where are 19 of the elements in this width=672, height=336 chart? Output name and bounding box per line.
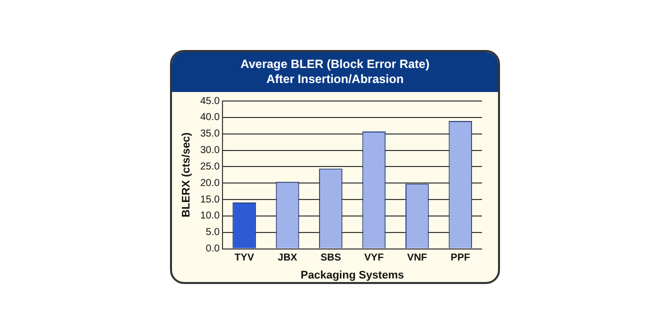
x-tick-label: JBX — [278, 252, 298, 264]
y-tick-label: 5.0 — [206, 227, 220, 238]
chart-title: Average BLER (Block Error Rate) After Insertion/Abrasion — [172, 52, 498, 92]
y-tick-label: 10.0 — [200, 210, 220, 222]
y-tick-label: 30.0 — [200, 145, 220, 156]
x-tick-label: VNF — [407, 252, 428, 264]
y-tick-label: 20.0 — [200, 178, 220, 189]
x-tick-label: PPF — [450, 252, 470, 264]
y-axis-title: BLERX (cts/sec) — [180, 132, 193, 218]
y-tick-label: 15.0 — [200, 194, 220, 206]
x-tick-label: TYV — [234, 252, 254, 264]
y-tick-label: 40.0 — [200, 112, 220, 124]
x-tick-label: VYF — [364, 252, 384, 264]
x-tick-label: SBS — [320, 252, 342, 264]
y-tick-label: 35.0 — [200, 128, 220, 140]
y-tick-label: 25.0 — [200, 161, 220, 172]
x-axis-title: Packaging Systems — [300, 269, 404, 282]
y-tick-label: 45.0 — [200, 96, 220, 107]
y-tick-label: 0.0 — [206, 244, 220, 255]
